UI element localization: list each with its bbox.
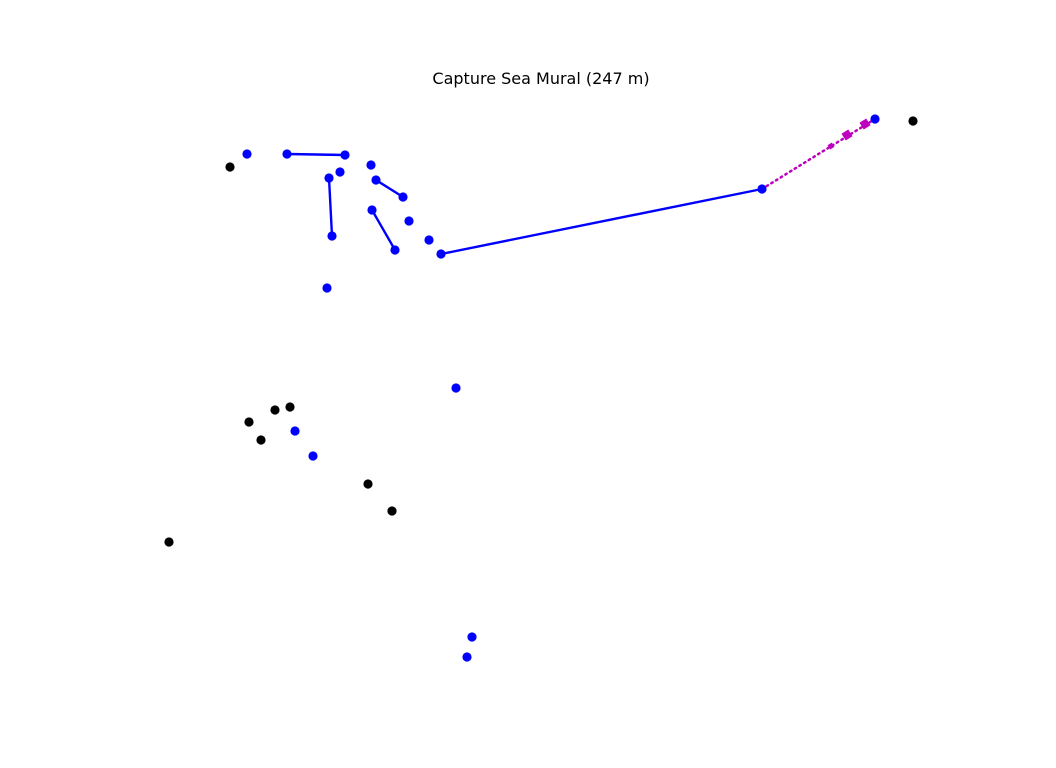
figure-title: Capture Sea Mural (247 m) [432, 69, 649, 88]
black-point [164, 537, 174, 547]
blue-point [308, 451, 318, 461]
trail-marker [841, 129, 853, 141]
black-point [363, 479, 373, 489]
blue-point [335, 167, 345, 177]
black-point [256, 435, 266, 445]
blue-point [324, 173, 334, 183]
blue-point [436, 249, 446, 259]
black-point [908, 116, 918, 126]
trail-segment [760, 117, 877, 191]
path-segment [327, 176, 334, 238]
blue-point [390, 245, 400, 255]
points-layer [164, 114, 918, 662]
black-point [270, 405, 280, 415]
blue-point [870, 114, 880, 124]
black-point [285, 402, 295, 412]
blue-point [757, 184, 767, 194]
blue-point [467, 632, 477, 642]
blue-point [242, 149, 252, 159]
trail-markers-layer [827, 118, 871, 150]
blue-point [327, 231, 337, 241]
blue-point [398, 192, 408, 202]
blue-point [290, 426, 300, 436]
blue-point [424, 235, 434, 245]
trail-marker [827, 142, 835, 150]
blue-point [366, 160, 376, 170]
blue-point [322, 283, 332, 293]
trail-marker [859, 118, 871, 130]
path-segment [374, 178, 405, 199]
blue-point [462, 652, 472, 662]
black-point [387, 506, 397, 516]
blue-point [340, 150, 350, 160]
black-point [244, 417, 254, 427]
blue-point [451, 383, 461, 393]
segments-layer [285, 117, 877, 256]
blue-point [404, 216, 414, 226]
blue-point [282, 149, 292, 159]
blue-point [367, 205, 377, 215]
path-segment [370, 208, 397, 252]
blue-point [371, 175, 381, 185]
path-segment [439, 187, 764, 256]
black-point [225, 162, 235, 172]
path-segment [285, 152, 347, 157]
